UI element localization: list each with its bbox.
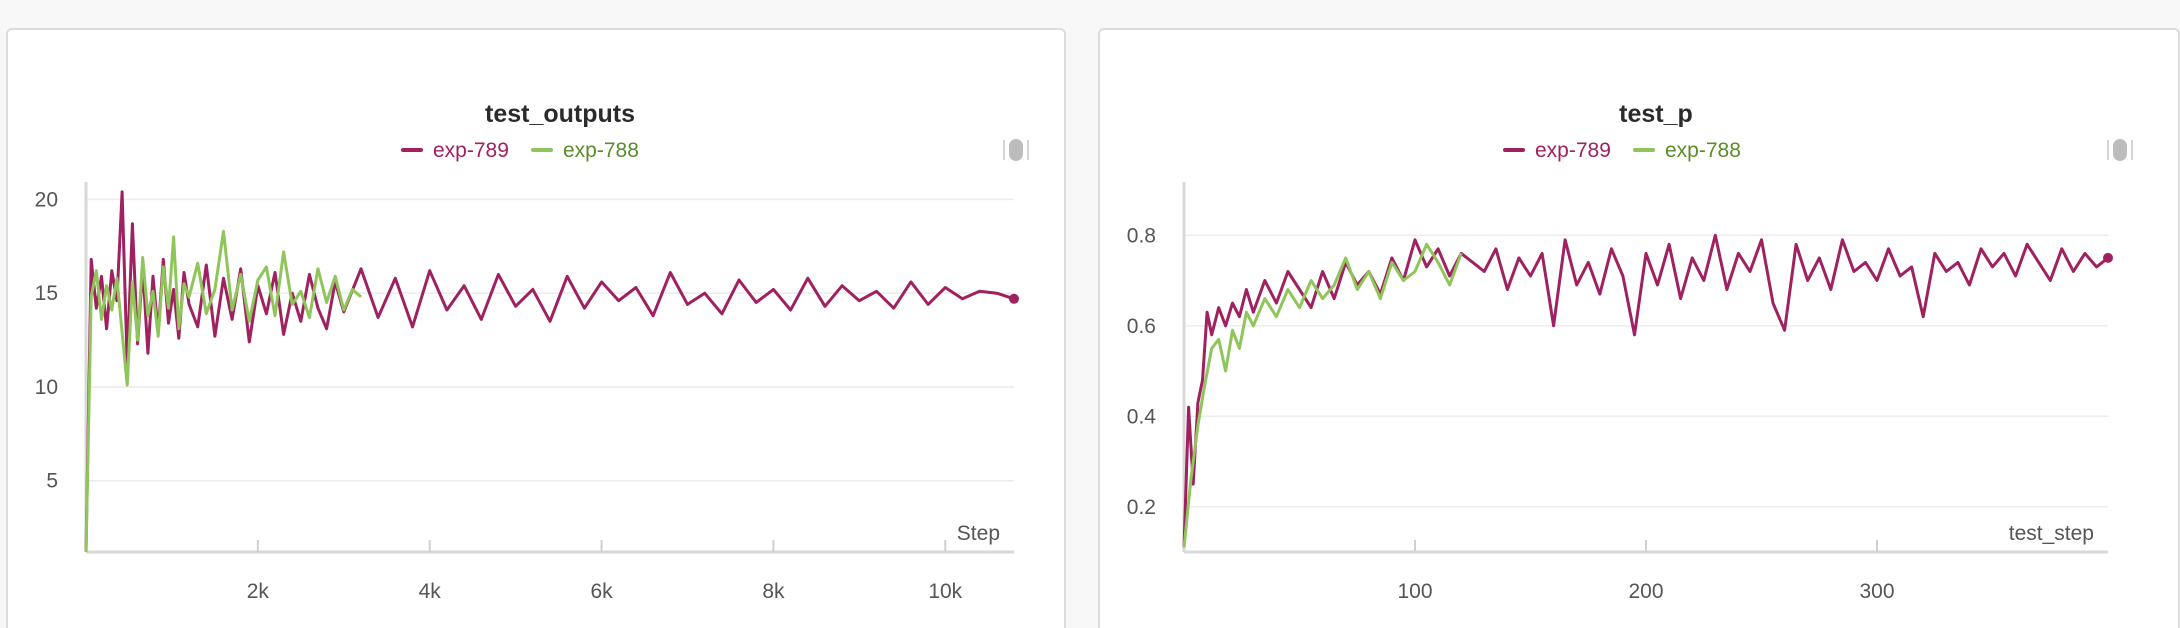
- legend-label: exp-788: [563, 139, 639, 162]
- legend-label: exp-788: [1665, 139, 1741, 162]
- series-end-point: [1009, 293, 1019, 304]
- y-tick-label: 15: [35, 282, 58, 305]
- chart-legend: exp-789 exp-788: [401, 139, 639, 162]
- y-tick-label: 0.8: [1127, 224, 1156, 247]
- legend-label: exp-789: [433, 139, 509, 162]
- chart-title: test_p: [1619, 100, 1693, 128]
- x-tick-label: 10k: [928, 580, 962, 603]
- x-tick-label: 200: [1628, 580, 1663, 603]
- x-tick-label: 6k: [590, 580, 613, 603]
- chart-legend: exp-789 exp-788: [1503, 139, 1741, 162]
- x-tick-label: 4k: [419, 580, 442, 603]
- chart-panel-test-p: test_p exp-789 exp-788 0.2 0.4 0.6 0.8 100 200 30…: [1098, 28, 2180, 628]
- y-tick-label: 0.2: [1127, 496, 1156, 519]
- x-tick-label: 300: [1859, 580, 1894, 603]
- chart-panel-test-outputs: test_outputs exp-789 exp-788 5 10 15 20 2k 4k 6k 8…: [6, 28, 1066, 628]
- y-tick-label: 20: [35, 188, 58, 211]
- y-tick-label: 0.6: [1127, 315, 1156, 338]
- x-axis-label: Step: [957, 522, 1000, 545]
- x-tick-label: 100: [1397, 580, 1432, 603]
- legend-menu-icon[interactable]: [2107, 139, 2133, 161]
- chart-test-p: test_p exp-789 exp-788 0.2 0.4 0.6 0.8 100 200 30…: [1127, 100, 2133, 603]
- y-tick-label: 5: [46, 470, 58, 493]
- series-line-exp-788[interactable]: [1182, 242, 1463, 548]
- legend-item-exp-789[interactable]: exp-789: [1503, 139, 1611, 162]
- legend-label: exp-789: [1535, 139, 1611, 162]
- legend-item-exp-789[interactable]: exp-789: [401, 139, 509, 162]
- series-end-point: [2103, 252, 2113, 263]
- series-line-exp-789[interactable]: [1182, 233, 2109, 548]
- chart-title: test_outputs: [485, 100, 635, 128]
- chart-test-outputs: test_outputs exp-789 exp-788 5 10 15 20 2k 4k 6k 8…: [35, 100, 1029, 603]
- y-tick-label: 0.4: [1127, 405, 1157, 428]
- x-axis-label: test_step: [2009, 522, 2094, 545]
- legend-item-exp-788[interactable]: exp-788: [1633, 139, 1741, 162]
- x-tick-label: 2k: [247, 580, 270, 603]
- y-tick-label: 10: [35, 376, 58, 399]
- series-line-exp-788[interactable]: [84, 229, 362, 553]
- legend-menu-icon[interactable]: [1003, 139, 1029, 161]
- x-tick-label: 8k: [762, 580, 785, 603]
- legend-item-exp-788[interactable]: exp-788: [531, 139, 639, 162]
